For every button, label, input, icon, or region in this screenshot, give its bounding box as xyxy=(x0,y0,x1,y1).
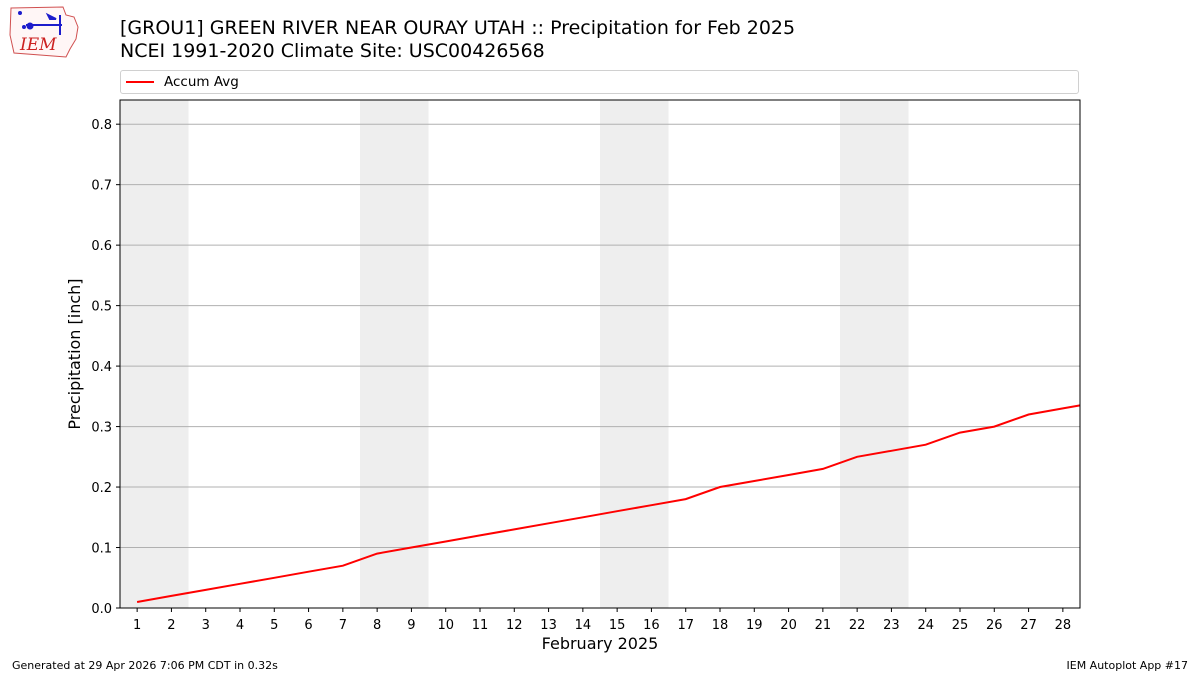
weekend-shade xyxy=(120,100,189,608)
x-tick-label: 22 xyxy=(849,618,866,633)
chart-title: [GROU1] GREEN RIVER NEAR OURAY UTAH :: P… xyxy=(120,17,796,39)
x-tick-label: 28 xyxy=(1055,618,1072,633)
x-tick-label: 15 xyxy=(609,618,626,633)
x-tick-label: 27 xyxy=(1020,618,1037,633)
y-tick-label: 0.2 xyxy=(91,481,112,496)
weekend-shade xyxy=(360,100,429,608)
x-tick-label: 11 xyxy=(472,618,489,633)
x-axis-label: February 2025 xyxy=(542,634,659,653)
y-tick-label: 0.5 xyxy=(91,300,112,315)
x-tick-label: 26 xyxy=(986,618,1003,633)
legend-label-accum-avg: Accum Avg xyxy=(164,74,239,90)
chart-subtitle: NCEI 1991-2020 Climate Site: USC00426568 xyxy=(120,40,545,62)
weather-instruments-icon xyxy=(18,11,62,35)
weekend-shade xyxy=(600,100,669,608)
x-tick-label: 2 xyxy=(167,618,175,633)
x-tick-label: 23 xyxy=(883,618,900,633)
x-tick-label: 21 xyxy=(815,618,832,633)
x-tick-label: 7 xyxy=(339,618,347,633)
generated-timestamp: Generated at 29 Apr 2026 7:06 PM CDT in … xyxy=(12,659,278,672)
x-tick-label: 1 xyxy=(133,618,141,633)
y-tick-label: 0.8 xyxy=(91,118,112,133)
x-tick-label: 10 xyxy=(437,618,454,633)
x-tick-label: 5 xyxy=(270,618,278,633)
legend-swatch-accum-avg xyxy=(126,81,154,83)
series-line-accum-avg xyxy=(136,404,1081,603)
x-tick-label: 19 xyxy=(746,618,763,633)
x-tick-label: 4 xyxy=(236,618,244,633)
y-tick-label: 0.3 xyxy=(91,421,112,436)
x-tick-label: 6 xyxy=(304,618,312,633)
x-tick-label: 24 xyxy=(917,618,934,633)
x-tick-label: 20 xyxy=(780,618,797,633)
x-tick-label: 3 xyxy=(202,618,210,633)
chart-legend: Accum Avg xyxy=(120,70,1079,94)
y-tick-label: 0.0 xyxy=(91,602,112,617)
x-tick-label: 25 xyxy=(952,618,969,633)
app-credit: IEM Autoplot App #17 xyxy=(1066,659,1189,672)
x-tick-label: 16 xyxy=(643,618,660,633)
logo-text: IEM xyxy=(19,35,57,55)
y-tick-label: 0.7 xyxy=(91,179,112,194)
x-tick-label: 9 xyxy=(407,618,415,633)
x-tick-label: 18 xyxy=(712,618,729,633)
y-tick-label: 0.6 xyxy=(91,239,112,254)
x-tick-label: 17 xyxy=(677,618,694,633)
y-axis-label: Precipitation [inch] xyxy=(65,278,84,429)
iem-logo: IEM xyxy=(9,6,79,58)
x-tick-label: 14 xyxy=(575,618,592,633)
x-tick-label: 8 xyxy=(373,618,381,633)
y-tick-label: 0.4 xyxy=(91,360,112,375)
weekend-shade xyxy=(840,100,909,608)
x-tick-label: 13 xyxy=(540,618,557,633)
plot-frame xyxy=(119,99,1081,609)
y-tick-label: 0.1 xyxy=(91,542,112,557)
x-tick-label: 12 xyxy=(506,618,523,633)
